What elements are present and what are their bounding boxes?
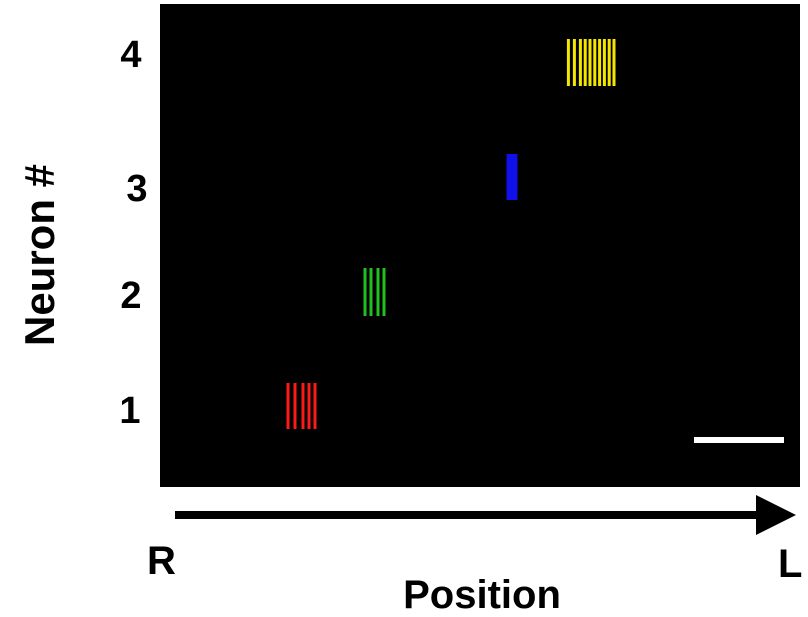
y-axis-label: Neuron # [16, 163, 63, 347]
plot-background [160, 4, 800, 487]
position-arrow-head [756, 495, 796, 535]
y-tick-label-4: 4 [120, 34, 142, 76]
spike-layer [286, 39, 616, 429]
x-axis-label: Position [403, 573, 561, 617]
y-tick-label-3: 3 [126, 168, 148, 210]
x-end-label: L [778, 542, 803, 586]
y-tick-label-1: 1 [119, 390, 141, 432]
y-tick-label-2: 2 [120, 275, 142, 317]
x-start-label: R [147, 539, 176, 583]
